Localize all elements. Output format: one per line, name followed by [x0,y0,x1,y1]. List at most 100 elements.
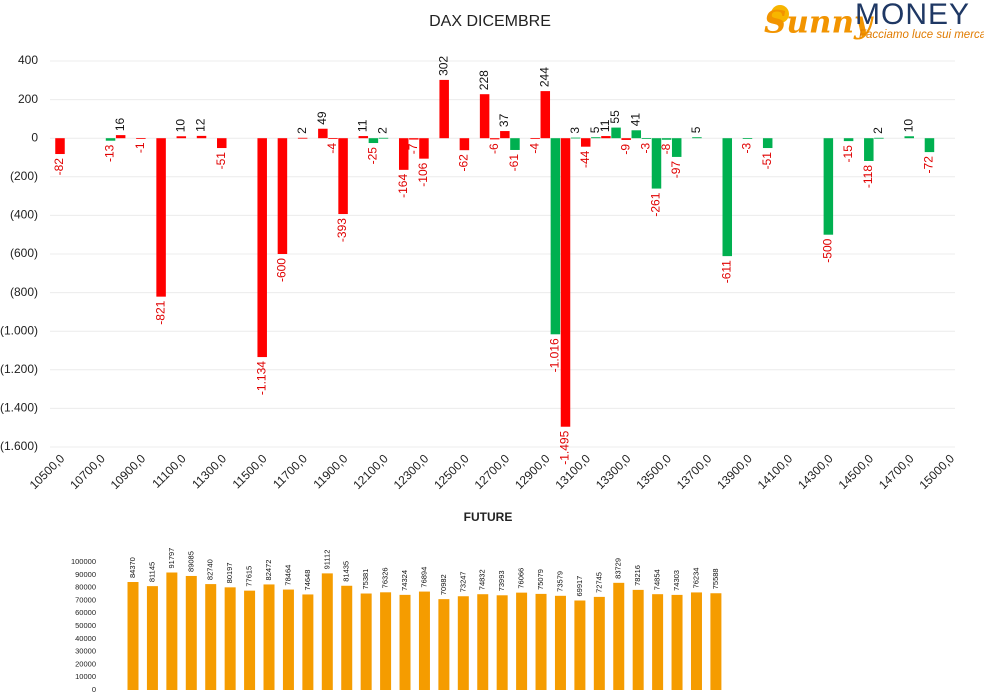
x-tick-label: 11900,0 [310,451,350,491]
x-tick-label: 10700,0 [67,451,108,492]
x-tick-label: 13900,0 [714,451,755,492]
x-tick-label: 12500,0 [431,451,472,492]
bar [360,593,372,690]
bar [710,593,722,690]
data-label: 5 [588,126,602,133]
data-label: -1.495 [558,430,572,464]
bar [574,600,586,690]
data-label: -7 [406,143,420,154]
data-label: -9 [618,144,632,155]
bar [244,590,256,690]
bar [560,138,571,427]
bar [500,131,510,139]
data-label: -4 [527,143,541,154]
bar [176,136,187,139]
bar [282,589,294,690]
y-tick-label: 100000 [71,557,96,566]
x-tick-label: 12100,0 [350,451,391,492]
data-label: 11 [355,119,369,132]
data-label: 80197 [225,562,234,583]
bar [127,582,139,690]
bar [409,138,419,140]
data-label: 12 [194,118,208,132]
data-label: 74324 [400,570,409,591]
data-label: 73247 [458,571,467,592]
y-tick-label: (200) [10,169,38,183]
data-label: 2 [295,127,309,134]
bar [115,135,126,139]
x-tick-label: 13500,0 [633,451,674,492]
data-label: -1.134 [254,361,268,395]
data-label: 76326 [381,567,390,588]
chart-title: DAX DICEMBRE [429,13,551,30]
x-tick-label: 14500,0 [836,451,877,492]
bar [459,138,470,151]
bar [652,594,664,690]
y-tick-label: 400 [18,53,38,67]
y-tick-label: 0 [31,130,38,144]
data-label: 75588 [711,568,720,589]
bar [217,138,227,149]
y-tick-label: 80000 [75,583,96,592]
y-tick-label: (1.000) [0,323,38,337]
data-label: 76234 [691,568,700,589]
chart-title: FUTURE [464,510,513,524]
x-tick-label: 11700,0 [270,451,310,491]
data-label: -118 [861,165,875,188]
data-label: 82472 [264,560,273,581]
data-label: -62 [457,154,471,172]
bar [611,127,621,139]
data-label: -1.016 [548,338,562,372]
data-label: -44 [578,150,592,168]
bar [399,594,411,690]
data-label: 302 [436,56,450,76]
data-label: -51 [214,152,228,170]
data-label: 81145 [147,562,156,582]
bar [358,136,369,139]
bar [196,135,207,139]
data-label: 69917 [575,576,584,597]
x-tick-label: 15000,0 [916,451,957,492]
x-tick-label: 11500,0 [230,451,270,491]
bar [554,595,566,690]
bar [185,575,197,690]
bar [297,137,308,139]
bar [671,594,683,690]
data-label: 73993 [497,570,506,591]
bar [205,584,217,690]
bar [328,138,338,139]
bar [580,138,591,147]
bar [671,138,682,157]
data-label: -13 [103,144,117,162]
data-label: 82740 [206,559,215,580]
bar [439,79,449,139]
bar [864,138,874,161]
data-label: -261 [649,192,663,216]
data-label: -6 [487,143,501,154]
bar [318,128,328,139]
data-label: 73579 [555,571,564,592]
x-tick-label: 11100,0 [149,451,189,491]
data-label: 37 [497,113,511,127]
y-tick-label: (600) [10,246,38,260]
data-label: 83729 [614,558,623,579]
bar [224,587,236,690]
x-tick-label: 10500,0 [27,451,68,492]
data-label: 244 [537,67,551,87]
x-tick-label: 14700,0 [876,451,917,492]
data-label: -106 [416,162,430,186]
x-tick-label: 14100,0 [755,451,796,492]
bar [904,136,914,139]
logo-tagline: Facciamo luce sui mercati [859,29,984,41]
bar [516,592,528,690]
bar [661,138,672,140]
bar [156,138,166,297]
bar [823,138,834,235]
data-label: -611 [719,260,733,283]
bar [742,138,753,139]
bar [438,599,450,690]
data-label: 84370 [128,557,137,578]
data-label: 81435 [342,561,351,582]
data-label: -82 [52,158,66,176]
